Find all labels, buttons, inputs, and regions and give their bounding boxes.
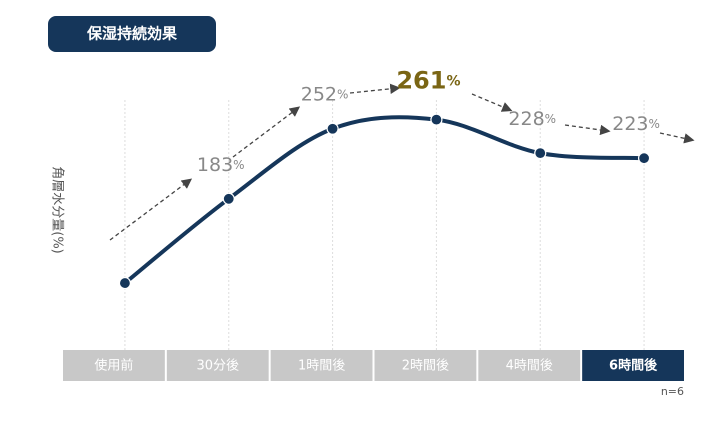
value-unit: % xyxy=(337,87,348,101)
value-number: 183 xyxy=(197,153,233,175)
point xyxy=(326,122,339,135)
note: n=6 xyxy=(661,385,684,398)
x-tick-label: 4時間後 xyxy=(506,359,553,374)
value-number: 223 xyxy=(612,113,648,135)
x-tick-label: 1時間後 xyxy=(298,359,345,374)
value-label: 228% xyxy=(508,108,556,130)
point xyxy=(118,276,132,290)
x-tick-label: 6時間後 xyxy=(609,358,658,374)
value-number: 261 xyxy=(396,67,446,95)
category-cell xyxy=(374,350,477,381)
chart-title: 保湿持続効果 xyxy=(86,25,178,43)
value-unit: % xyxy=(649,117,660,131)
value-label: 183% xyxy=(197,153,245,175)
trend-arrows xyxy=(109,83,695,241)
point xyxy=(430,113,443,126)
category-cell xyxy=(63,350,165,381)
x-tick-label: 2時間後 xyxy=(402,359,449,374)
y-axis-label: 角層水分量(%) xyxy=(50,166,65,254)
category-cell xyxy=(582,350,684,381)
category-cell xyxy=(478,350,581,381)
x-tick-label: 30分後 xyxy=(196,359,239,374)
point xyxy=(637,152,651,165)
value-label: 252% xyxy=(301,83,349,105)
value-number: 252 xyxy=(301,83,337,105)
line xyxy=(122,115,647,286)
point xyxy=(534,147,547,160)
value-unit: % xyxy=(446,74,460,90)
value-label: 223% xyxy=(612,113,660,135)
value-number: 228 xyxy=(508,108,544,130)
category-cell xyxy=(270,350,373,381)
point xyxy=(222,192,235,205)
category-cell xyxy=(166,350,269,381)
value-label: 261% xyxy=(396,67,460,95)
value-unit: % xyxy=(545,112,556,126)
x-tick-label: 使用前 xyxy=(94,358,133,374)
value-unit: % xyxy=(233,157,244,171)
title-box xyxy=(48,16,216,52)
